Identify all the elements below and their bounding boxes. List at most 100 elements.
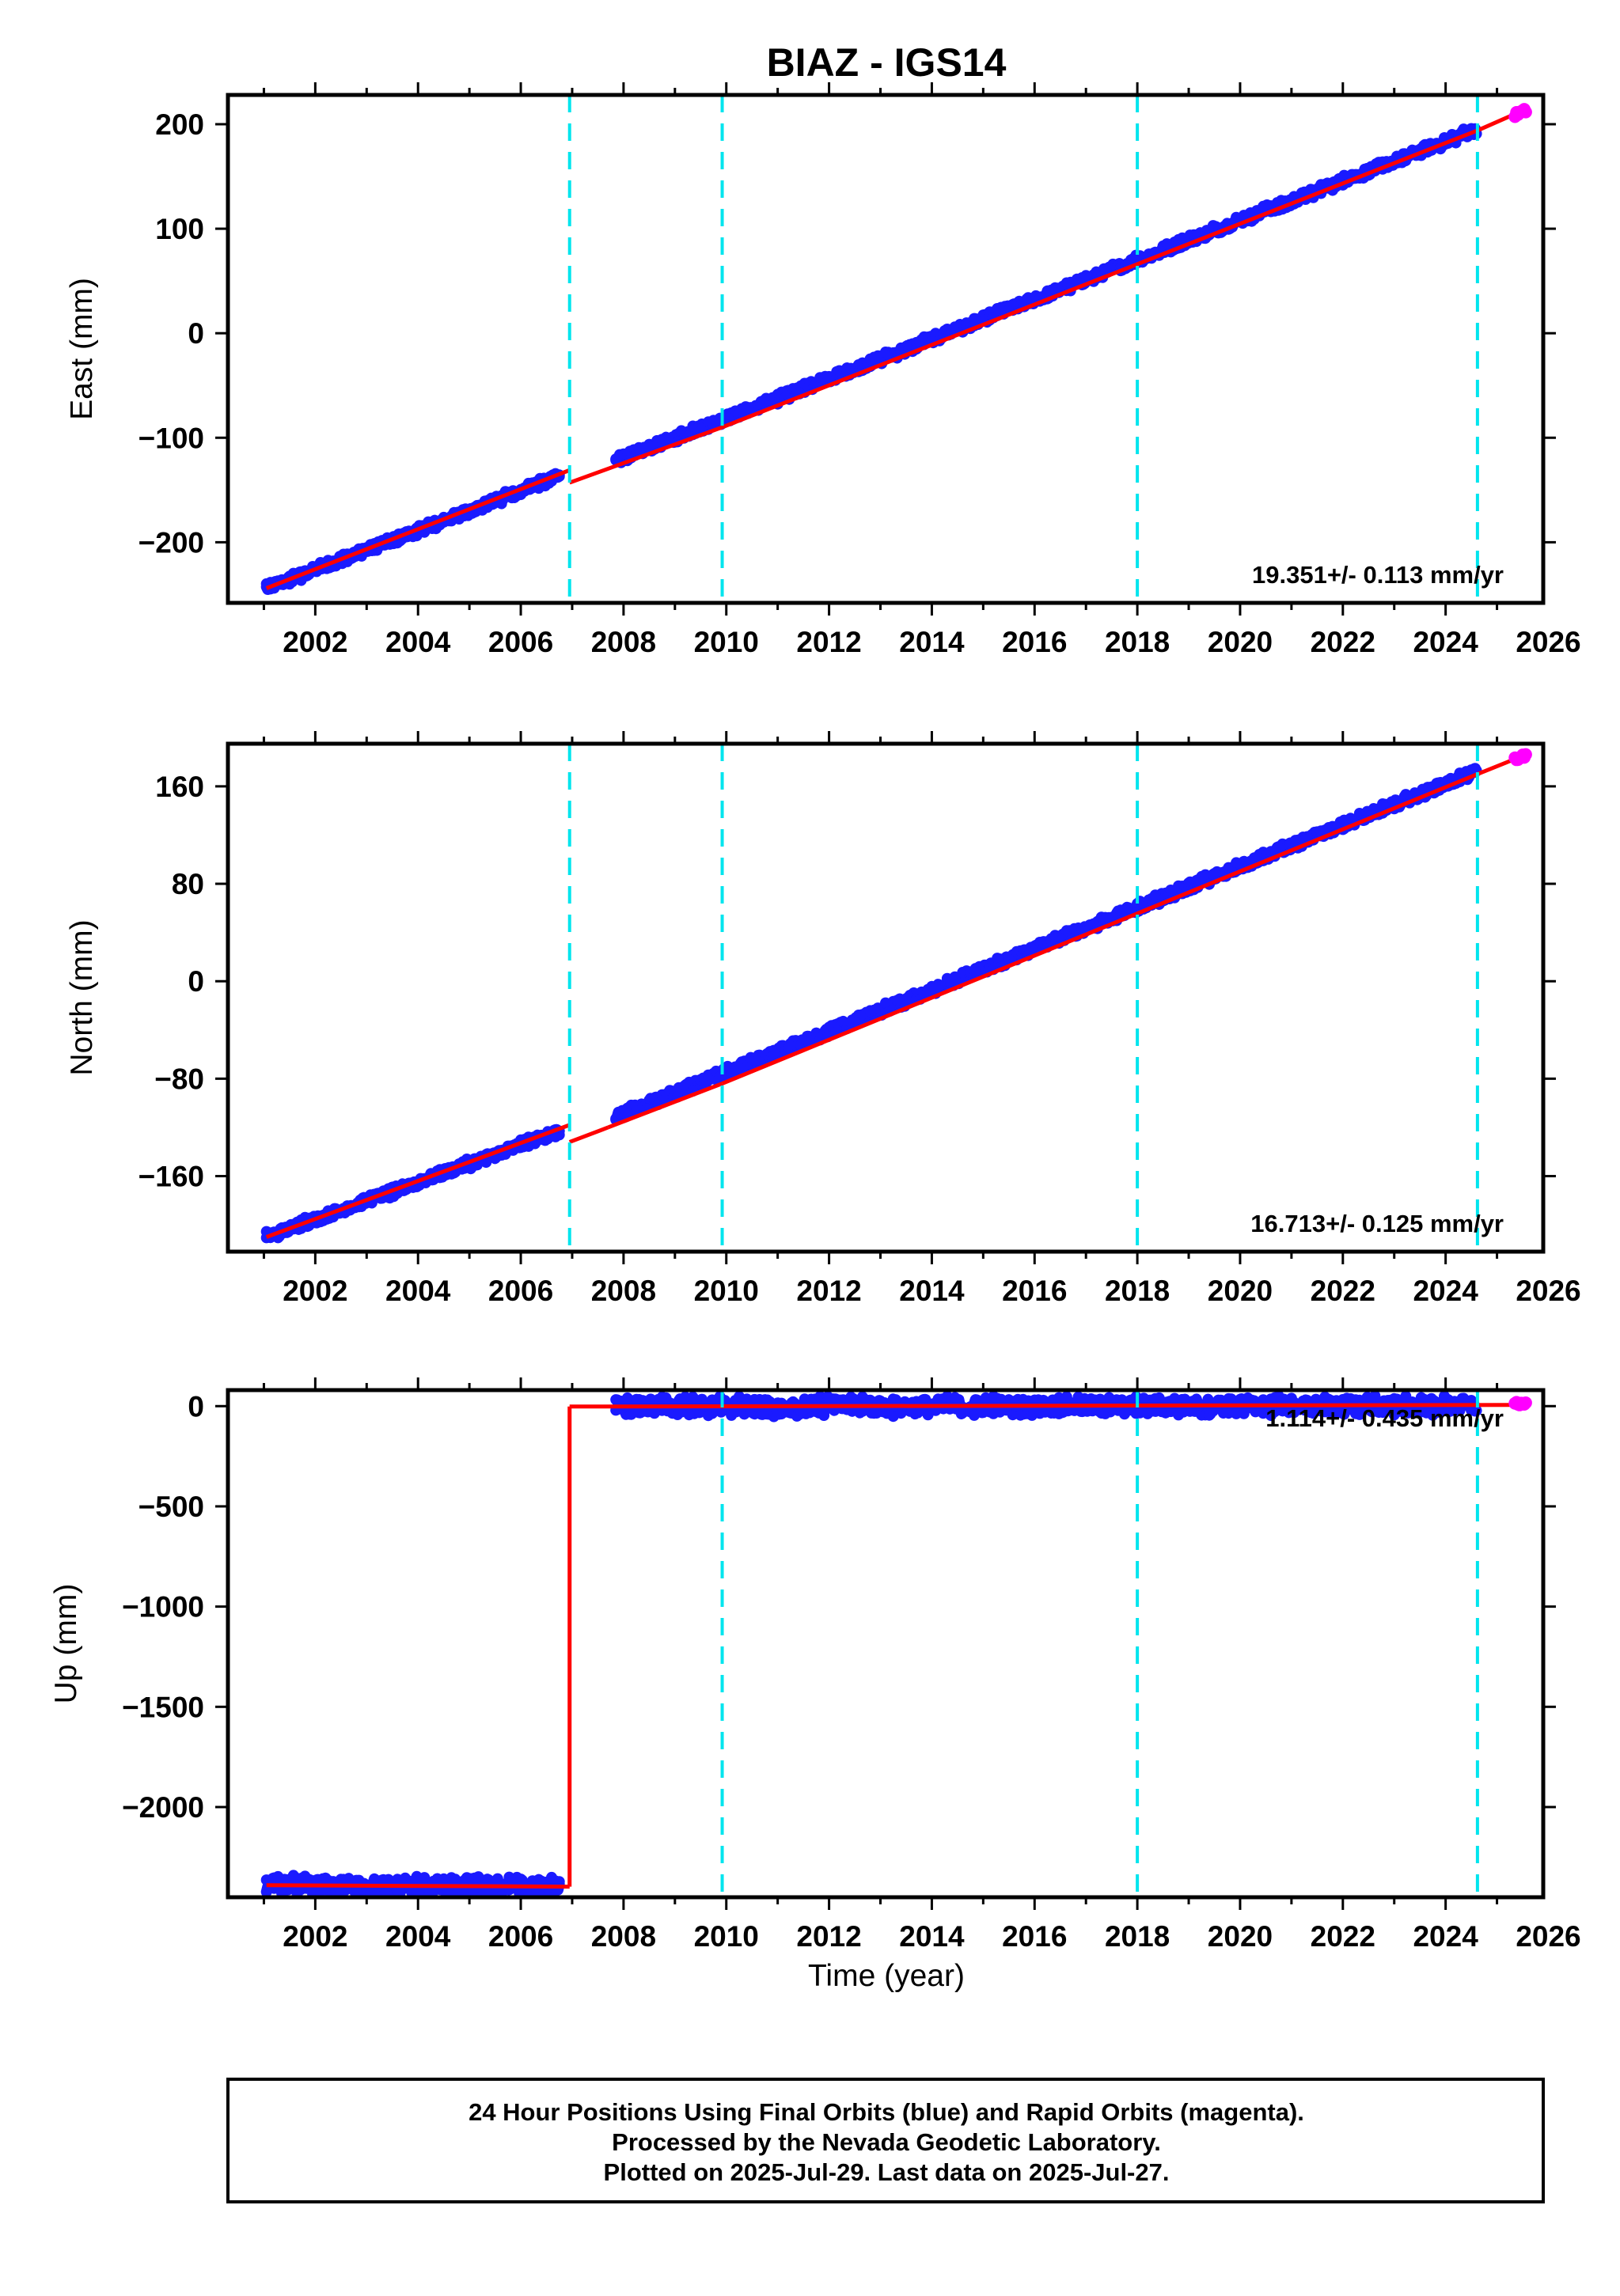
up-final-orbit-point — [814, 1391, 826, 1403]
up-final-orbit-point — [726, 1409, 738, 1421]
north-x-tick-label: 2018 — [1105, 1275, 1170, 1307]
east-x-tick-label: 2004 — [385, 626, 451, 658]
up-final-orbit-point — [515, 1874, 527, 1885]
up-final-orbit-point — [276, 1888, 288, 1897]
up-y-tick-label: −500 — [138, 1491, 204, 1523]
up-final-orbit-point — [1411, 1406, 1423, 1418]
up-x-tick-label: 2022 — [1311, 1920, 1375, 1953]
north-model-line — [721, 772, 1478, 1085]
north-y-tick-label: −160 — [138, 1161, 204, 1193]
up-final-orbit-point — [1173, 1409, 1185, 1421]
up-plot-frame — [226, 1388, 1546, 1900]
up-final-orbit-point — [1400, 1390, 1412, 1402]
up-panel: 2002 2004 2006 2008 2010 2012 2014 2016 2018 2020… — [49, 1377, 1581, 1953]
east-rate-annotation: 19.351+/- 0.113 mm/yr — [1252, 561, 1504, 589]
up-final-orbit-point — [679, 1391, 691, 1403]
north-final-orbit-point — [992, 953, 1003, 964]
up-final-orbit-point — [918, 1393, 930, 1405]
north-x-tick-label: 2024 — [1413, 1275, 1478, 1307]
north-model-line — [265, 1123, 571, 1239]
up-final-orbit-point — [1204, 1409, 1215, 1421]
north-x-tick-label: 2014 — [899, 1275, 965, 1307]
east-y-tick-label: 0 — [188, 317, 204, 350]
up-final-orbit-point — [287, 1870, 299, 1881]
up-x-tick-label: 2018 — [1105, 1920, 1170, 1953]
up-final-orbit-point — [450, 1874, 461, 1885]
east-x-tick-label: 2012 — [796, 626, 861, 658]
footer-line-3: Plotted on 2025-Jul-29. Last data on 202… — [604, 2158, 1170, 2186]
up-x-tick-label: 2002 — [283, 1920, 347, 1953]
up-rate-annotation: 1.114+/- 0.435 mm/yr — [1265, 1404, 1504, 1432]
chart-title: BIAZ - IGS14 — [767, 40, 1007, 85]
east-x-tick-label: 2014 — [899, 626, 965, 658]
up-final-orbit-point — [633, 1407, 645, 1419]
east-x-tick-label: 2010 — [694, 626, 759, 658]
up-x-tick-label: 2004 — [385, 1920, 451, 1953]
up-final-orbit-point — [1350, 1394, 1361, 1406]
footer-line-1: 24 Hour Positions Using Final Orbits (bl… — [469, 2098, 1304, 2126]
up-final-orbit-point — [734, 1391, 745, 1403]
up-x-tick-label: 2020 — [1208, 1920, 1273, 1953]
up-final-orbit-point — [472, 1871, 484, 1883]
up-final-orbit-point — [1076, 1394, 1088, 1405]
east-x-tick-label: 2026 — [1516, 626, 1580, 658]
east-x-tick-label: 2008 — [591, 626, 656, 658]
up-rapid-orbit-point — [1519, 1396, 1532, 1409]
up-final-orbit-point — [1369, 1390, 1381, 1402]
up-final-orbit-point — [1242, 1392, 1254, 1404]
north-model-line — [568, 1125, 609, 1144]
x-axis-title: Time (year) — [808, 1959, 965, 1993]
up-x-tick-label: 2010 — [694, 1920, 759, 1953]
east-y-tick-label: 100 — [155, 213, 204, 245]
north-x-tick-label: 2002 — [283, 1275, 347, 1307]
up-final-orbit-point — [353, 1874, 365, 1886]
up-final-orbit-point — [1238, 1408, 1250, 1419]
up-final-orbit-point — [1223, 1392, 1235, 1404]
east-final-orbit-point — [495, 498, 507, 510]
up-final-orbit-point — [1138, 1392, 1150, 1404]
up-final-orbit-point — [457, 1888, 469, 1897]
east-x-tick-label: 2018 — [1105, 626, 1170, 658]
east-rapid-orbit-point — [1519, 105, 1532, 119]
up-y-tick-label: −1000 — [122, 1591, 204, 1623]
up-x-tick-label: 2016 — [1002, 1920, 1067, 1953]
up-final-orbit-point — [442, 1888, 453, 1897]
up-x-tick-label: 2006 — [488, 1920, 553, 1953]
north-rapid-orbit-point — [1519, 748, 1532, 761]
north-y-tick-label: 80 — [172, 868, 204, 900]
east-model-line — [568, 425, 723, 485]
north-x-tick-label: 2016 — [1002, 1275, 1067, 1307]
up-final-orbit-point — [1315, 1405, 1327, 1417]
east-x-tick-label: 2024 — [1413, 626, 1478, 658]
footer-box: 24 Hour Positions Using Final Orbits (bl… — [226, 2078, 1545, 2203]
up-x-tick-label: 2008 — [591, 1920, 656, 1953]
up-final-orbit-point — [984, 1406, 996, 1418]
up-y-tick-label: −1500 — [122, 1691, 204, 1723]
up-final-orbit-point — [1265, 1410, 1277, 1422]
up-final-orbit-point — [419, 1872, 431, 1884]
up-y-axis-title: Up (mm) — [49, 1584, 83, 1704]
north-x-tick-label: 2012 — [796, 1275, 861, 1307]
north-final-orbit-point — [553, 1129, 565, 1141]
up-final-orbit-point — [672, 1409, 684, 1420]
up-final-orbit-point — [1231, 1408, 1243, 1419]
north-final-orbit-point — [880, 997, 891, 1009]
up-final-orbit-point — [1303, 1406, 1315, 1418]
east-x-tick-label: 2016 — [1002, 626, 1067, 658]
up-x-tick-label: 2024 — [1413, 1920, 1478, 1953]
up-y-tick-label: −2000 — [122, 1791, 204, 1824]
east-model-line — [265, 468, 571, 590]
east-y-axis-title: East (mm) — [65, 278, 99, 420]
up-x-tick-label: 2026 — [1516, 1920, 1580, 1953]
north-panel: 2002 2004 2006 2008 2010 2012 2014 2016 2018 2020… — [65, 731, 1581, 1307]
north-plot-frame — [226, 741, 1546, 1254]
up-final-orbit-point — [1388, 1409, 1400, 1421]
up-y-tick-label: 0 — [188, 1390, 204, 1423]
north-y-tick-label: 0 — [188, 965, 204, 998]
north-final-orbit-point — [1200, 869, 1212, 881]
east-y-tick-label: 200 — [155, 108, 204, 141]
north-final-orbit-point — [465, 1163, 476, 1175]
north-final-orbit-point — [1470, 763, 1481, 775]
east-model-line — [721, 128, 1478, 430]
